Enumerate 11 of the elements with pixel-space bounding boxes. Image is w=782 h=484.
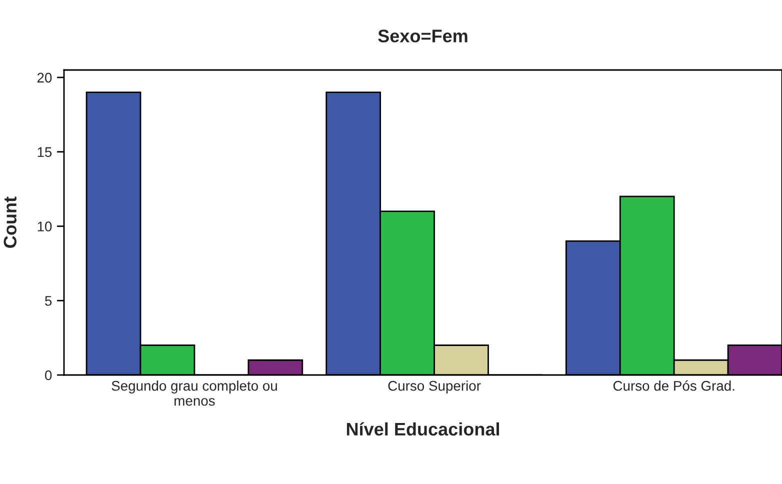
y-axis-title: Count (4, 196, 17, 248)
chart-title: Sexo=Fem (378, 30, 468, 42)
x-tick-label: Curso Superior (388, 380, 481, 394)
x-axis-title: Nível Educacional (346, 422, 499, 436)
y-tick-label: 0 (45, 370, 52, 380)
y-tick-label: 15 (38, 147, 52, 157)
x-tick-label: Curso de Pós Grad. (613, 380, 734, 391)
x-tick-label: Segundo grau completo ou menos (112, 380, 277, 406)
y-tick-label: 5 (45, 296, 52, 306)
y-tick-label: 20 (37, 72, 52, 83)
y-tick-label: 10 (38, 222, 52, 232)
